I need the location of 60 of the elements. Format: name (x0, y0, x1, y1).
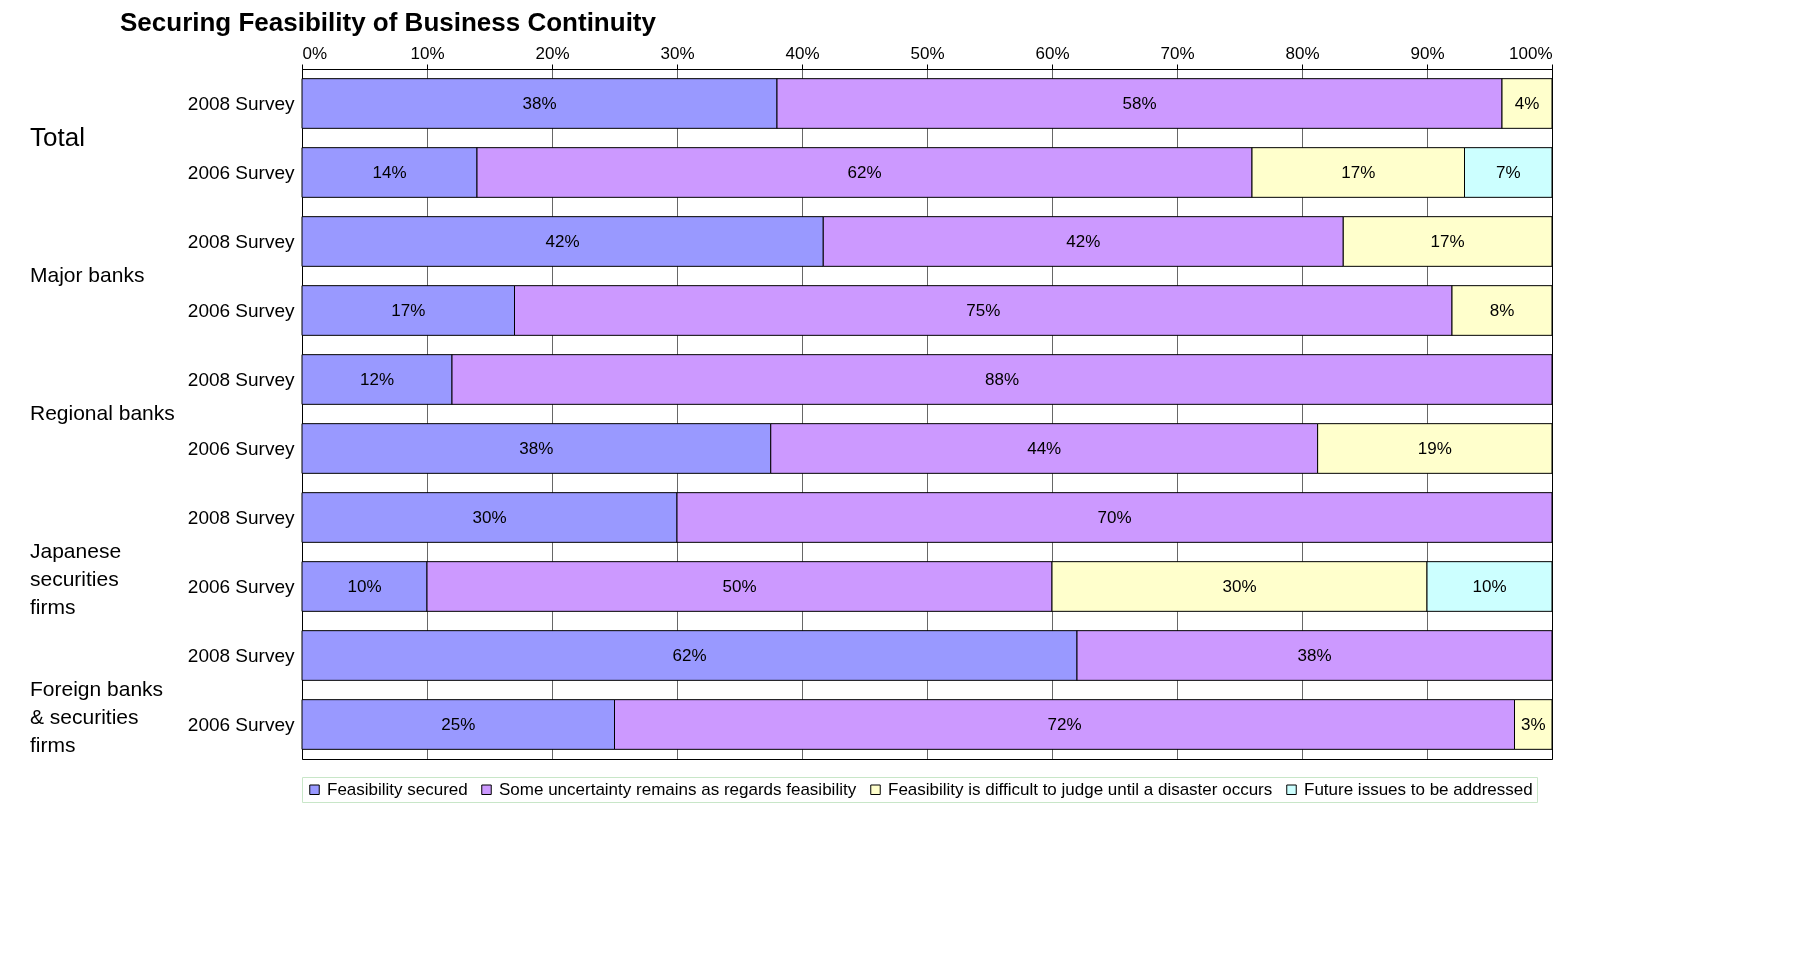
x-tick-label: 0% (302, 43, 328, 63)
text: Japanese securities firms (30, 539, 122, 618)
data-label: 30% (1222, 576, 1257, 596)
legend-label: Future issues to be addressed (1304, 779, 1533, 799)
data-label: 30% (472, 507, 507, 527)
data-label: 42% (1066, 231, 1101, 251)
data-label: 70% (1097, 507, 1132, 527)
y-tick-label: 2008 Survey (187, 230, 295, 252)
x-tick-label: 30% (660, 43, 695, 63)
text: Total (30, 122, 85, 152)
chart-title: Securing Feasibility of Business Continuity (120, 7, 657, 37)
data-label: 19% (1417, 438, 1452, 458)
x-tick-label: 60% (1035, 43, 1070, 63)
y-tick-label: 2006 Survey (187, 299, 295, 321)
y-tick-label: 2008 Survey (187, 506, 295, 528)
data-label: 38% (519, 438, 554, 458)
legend-label: Feasibility secured (327, 779, 468, 799)
x-tick-label: 90% (1410, 43, 1445, 63)
legend-label: Some uncertainty remains as regards feasibility (499, 779, 857, 799)
y-tick-label: 2006 Survey (187, 437, 295, 459)
legend-label: Feasibility is difficult to judge until a disaster occurs (888, 779, 1273, 799)
data-label: 4% (1514, 93, 1540, 113)
text: Major banks (30, 263, 145, 286)
data-label: 7% (1495, 162, 1521, 182)
data-label: 62% (847, 162, 882, 182)
text: Foreign banks & securities firms (30, 677, 164, 756)
y-tick-label: 2006 Survey (187, 161, 295, 183)
text: Regional banks (30, 401, 175, 424)
data-label: 3% (1520, 714, 1546, 734)
y-tick-label: 2006 Survey (187, 713, 295, 735)
x-tick-label: 70% (1160, 43, 1195, 63)
data-label: 17% (1430, 231, 1465, 251)
data-label: 17% (391, 300, 426, 320)
y-tick-label: 2006 Survey (187, 575, 295, 597)
x-tick-label: 10% (410, 43, 445, 63)
x-tick-label: 50% (910, 43, 945, 63)
x-tick-label: 20% (535, 43, 570, 63)
y-tick-label: 2008 Survey (187, 644, 295, 666)
data-label: 38% (1297, 645, 1332, 665)
x-tick-label: 100% (1509, 43, 1553, 63)
x-tick-label: 40% (785, 43, 820, 63)
y-tick-label: 2008 Survey (187, 368, 295, 390)
data-label: 38% (522, 93, 557, 113)
data-label: 44% (1027, 438, 1062, 458)
data-label: 17% (1341, 162, 1376, 182)
data-label: 25% (441, 714, 476, 734)
x-tick-label: 80% (1285, 43, 1320, 63)
data-label: 88% (984, 369, 1020, 389)
data-label: 42% (545, 231, 580, 251)
data-label: 62% (672, 645, 707, 665)
data-label: 75% (966, 300, 1001, 320)
y-tick-label: 2008 Survey (187, 92, 295, 114)
data-label: 14% (372, 162, 407, 182)
data-label: 12% (359, 369, 395, 389)
data-label: 10% (347, 576, 382, 596)
data-label: 10% (1472, 576, 1507, 596)
data-label: 8% (1489, 300, 1515, 320)
data-label: 72% (1047, 714, 1082, 734)
data-label: 58% (1122, 93, 1157, 113)
data-label: 50% (722, 576, 757, 596)
